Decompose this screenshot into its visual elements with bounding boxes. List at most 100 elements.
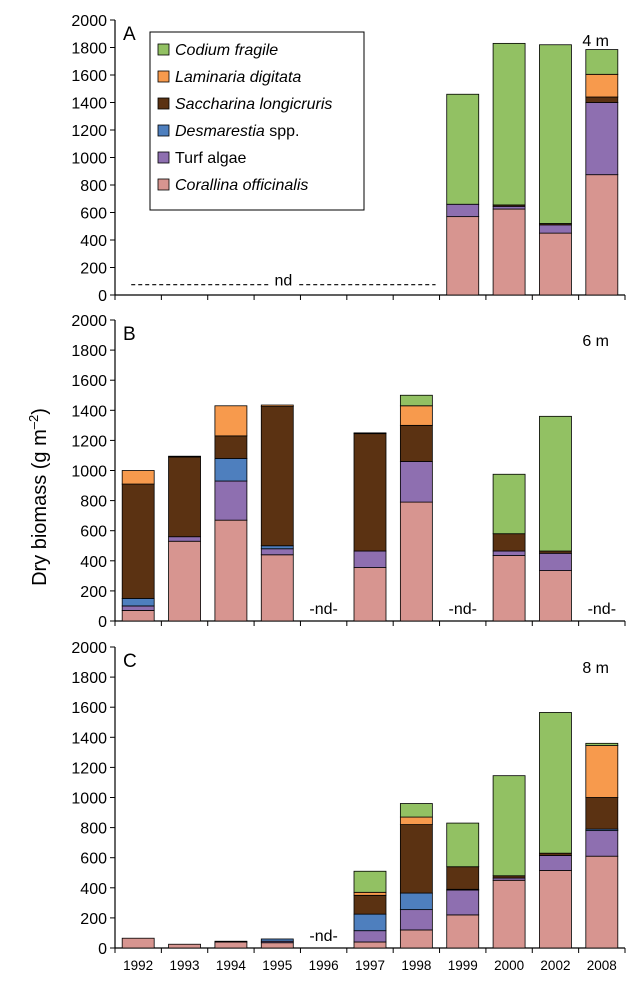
bar-segment-turf-algae-1997 [353,930,387,943]
bar-segment-laminaria-digitata-2008 [585,73,619,98]
bar-segment-codium-fragile-1997 [353,870,387,893]
bar-segment-turf-algae-2002 [539,224,572,234]
bar-segment-codium-fragile-1999 [446,93,480,205]
nd-marker-1996: -nd- [309,601,337,618]
y-tick-label: 400 [80,233,107,250]
bar-segment-corallina-officinalis-1997 [353,941,387,949]
bar-segment-codium-fragile-2002 [539,712,572,854]
bar-segment-corallina-officinalis-1995 [260,554,294,622]
bar-segment-corallina-officinalis-1994 [214,941,248,949]
y-tick-label: 1400 [71,96,107,113]
y-tick-label: 1000 [71,151,107,168]
x-tick-label-1992: 1992 [123,958,153,973]
bar-segment-saccharina-longicruris-1994 [214,435,248,459]
legend-label: Desmarestia spp. [175,123,300,140]
y-tick-label: 200 [80,261,107,278]
panel-letter: B [123,324,136,345]
bar-segment-desmarestia-spp-1994 [214,458,248,482]
bar-segment-codium-fragile-2000 [492,473,526,535]
y-tick-label: 2000 [71,640,107,657]
bar-segment-codium-fragile-1998 [399,803,433,818]
legend: Codium fragile Laminaria digitata Sacchari… [149,31,365,211]
bar-segment-saccharina-longicruris-1993 [168,456,201,538]
bar-segment-turf-algae-2000 [492,550,526,556]
bar-segment-turf-algae-1998 [399,461,433,503]
bar-segment-saccharina-longicruris-2008 [585,797,619,830]
bar-segment-laminaria-digitata-1997 [353,891,387,896]
bar-segment-turf-algae-2002 [539,855,572,871]
legend-label: Saccharina longicruris [175,96,332,113]
panel-depth-label: 4 m [582,33,609,50]
y-tick-label: 1200 [71,123,107,140]
legend-item-saccharina-longicruris: Saccharina longicruris [157,96,332,113]
y-tick-label: 1800 [71,343,107,360]
x-tick-label-2002: 2002 [540,958,570,973]
bar-segment-corallina-officinalis-2002 [539,232,572,296]
panel-letter: A [123,24,136,45]
bar-segment-corallina-officinalis-1999 [446,914,480,949]
bar-segment-turf-algae-1997 [353,550,387,568]
legend-label-italic: Codium fragile [175,42,278,59]
bar-segment-corallina-officinalis-2000 [492,555,526,622]
bar-segment-saccharina-longicruris-2008 [585,96,619,103]
bar-segment-corallina-officinalis-2002 [539,870,572,949]
y-tick-label: 1400 [71,403,107,420]
bar-segment-turf-algae-2000 [492,205,526,210]
legend-item-turf-algae: Turf algae [157,150,247,167]
bar-segment-desmarestia-spp-1995 [260,545,294,550]
y-tick-label: 200 [80,911,107,928]
bar-segment-laminaria-digitata-1993 [168,455,201,458]
nd-label: nd [274,273,292,290]
bar-segment-laminaria-digitata-2008 [585,745,619,798]
bar-segment-codium-fragile-2000 [492,775,526,877]
bar-segment-turf-algae-1998 [399,909,433,931]
bar-segment-laminaria-digitata-1994 [214,405,248,437]
nd-marker-2008: -nd- [588,601,616,618]
legend-swatch [157,43,170,56]
y-tick-label: 0 [98,941,107,958]
y-tick-label: 1600 [71,68,107,85]
bar-segment-corallina-officinalis-2002 [539,570,572,622]
bar-segment-corallina-officinalis-2008 [585,174,619,296]
panel-depth-label: 6 m [582,333,609,350]
legend-label-italic: Desmarestia [175,123,265,140]
x-tick-label-2000: 2000 [494,958,524,973]
panel-letter: C [123,651,137,672]
bar-segment-corallina-officinalis-1998 [399,501,433,622]
y-tick-label: 0 [98,614,107,631]
legend-item-laminaria-digitata: Laminaria digitata [157,69,301,86]
y-tick-label: 800 [80,821,107,838]
y-tick-label: 0 [98,288,107,305]
legend-label: Corallina officinalis [175,177,308,194]
y-tick-label: 1800 [71,670,107,687]
bar-segment-codium-fragile-2008 [585,742,619,746]
x-tick-label-1996: 1996 [309,958,339,973]
bar-segment-turf-algae-1992 [121,605,155,611]
bar-segment-turf-algae-2008 [585,102,619,176]
bar-segment-saccharina-longicruris-1997 [353,433,387,552]
bar-segment-saccharina-longicruris-1992 [121,483,155,599]
bar-segment-corallina-officinalis-2000 [492,879,526,949]
bar-segment-laminaria-digitata-1998 [399,816,433,825]
x-tick-label-2008: 2008 [587,958,617,973]
bar-segment-saccharina-longicruris-2000 [492,533,526,552]
bar-segment-saccharina-longicruris-1995 [260,406,294,547]
legend-label: Turf algae [175,150,247,167]
bar-segment-corallina-officinalis-2000 [492,208,526,296]
nd-label-bg [270,270,297,287]
y-tick-label: 1800 [71,41,107,58]
legend-label-plain: Turf algae [175,150,247,167]
y-tick-label: 1200 [71,760,107,777]
bar-segment-codium-fragile-2000 [492,42,526,206]
bar-segment-saccharina-longicruris-1997 [353,894,387,915]
y-axis-label-superscript: –2 [26,415,41,429]
nd-marker-1999: -nd- [449,601,477,618]
panel-a: 0 200 400 600 800 1000 1200 1400 1600 1800 2000 A 4 … [71,13,626,305]
bar-segment-codium-fragile-2002 [539,415,572,552]
bar-segment-codium-fragile-1999 [446,822,480,868]
y-tick-label: 1000 [71,464,107,481]
bar-segment-corallina-officinalis-1995 [260,942,294,949]
x-tick-label-1999: 1999 [448,958,478,973]
